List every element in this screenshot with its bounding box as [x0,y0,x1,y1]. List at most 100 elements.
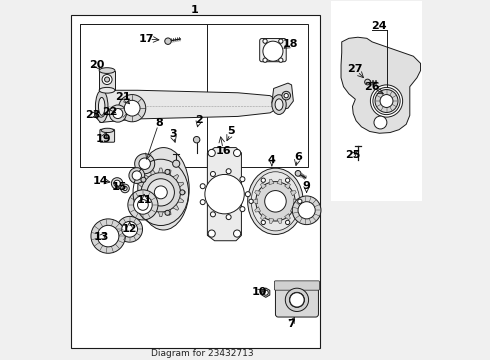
Circle shape [172,160,180,167]
Ellipse shape [96,90,108,122]
FancyBboxPatch shape [100,129,115,142]
Circle shape [138,199,148,210]
Bar [80,24,308,167]
Polygon shape [341,37,420,133]
Circle shape [139,158,150,170]
Polygon shape [253,199,258,204]
Circle shape [98,110,104,117]
Text: 3: 3 [169,129,176,139]
Circle shape [279,39,283,43]
Ellipse shape [247,168,303,234]
Circle shape [114,180,121,186]
Polygon shape [285,183,291,189]
Circle shape [165,170,170,175]
Circle shape [91,219,125,253]
Text: 8: 8 [155,117,163,127]
Circle shape [286,178,290,183]
Circle shape [282,91,291,100]
Circle shape [119,95,146,122]
Circle shape [240,177,245,182]
Polygon shape [293,199,298,204]
Circle shape [109,105,126,122]
Circle shape [256,182,295,221]
Circle shape [135,154,155,174]
Polygon shape [158,212,163,217]
Ellipse shape [272,95,286,114]
Ellipse shape [98,98,105,115]
Polygon shape [277,218,282,224]
Circle shape [298,202,315,219]
Polygon shape [166,170,171,175]
Text: Diagram for 23432713: Diagram for 23432713 [151,349,253,358]
Text: 1: 1 [191,5,199,15]
Ellipse shape [99,68,115,73]
Polygon shape [178,198,184,203]
Circle shape [380,95,393,107]
Ellipse shape [251,172,300,231]
Circle shape [370,85,403,117]
Polygon shape [261,183,267,189]
Circle shape [249,199,253,203]
Text: 18: 18 [283,39,298,49]
Ellipse shape [290,292,304,307]
Circle shape [200,199,205,204]
Circle shape [165,38,171,44]
Circle shape [261,178,266,183]
Circle shape [290,293,304,307]
Polygon shape [143,175,148,180]
Polygon shape [291,207,296,212]
Text: 12: 12 [122,224,137,234]
Bar [71,15,320,348]
FancyBboxPatch shape [275,283,319,317]
Circle shape [141,173,180,212]
Circle shape [154,186,167,199]
Polygon shape [277,179,282,185]
Text: 13: 13 [94,232,109,242]
Circle shape [134,195,152,214]
Circle shape [293,196,321,225]
Text: 20: 20 [89,60,104,70]
Circle shape [205,175,245,214]
Circle shape [141,202,146,207]
Text: 23: 23 [85,110,100,120]
Polygon shape [207,148,242,241]
Circle shape [180,190,185,195]
Circle shape [279,58,283,62]
FancyBboxPatch shape [260,39,286,62]
Text: 5: 5 [227,126,235,136]
Polygon shape [136,190,141,195]
Circle shape [295,171,301,176]
Circle shape [263,290,269,295]
Ellipse shape [275,99,283,110]
Circle shape [226,169,231,174]
Circle shape [375,90,398,112]
Text: 26: 26 [365,82,380,93]
Circle shape [104,77,110,82]
Polygon shape [100,90,281,122]
Circle shape [194,136,200,143]
Text: 19: 19 [96,134,111,144]
Circle shape [98,225,119,247]
Text: 25: 25 [345,150,360,161]
Polygon shape [150,170,155,175]
Polygon shape [173,175,179,180]
Circle shape [122,221,138,237]
Bar [80,24,207,167]
Circle shape [210,171,216,176]
Bar [99,71,115,90]
Text: 16: 16 [216,146,231,156]
Text: 10: 10 [252,287,267,297]
Ellipse shape [101,128,114,132]
Text: 27: 27 [347,64,363,75]
Circle shape [373,87,400,114]
Circle shape [284,94,288,98]
Circle shape [147,179,174,206]
Text: 14: 14 [93,176,109,185]
Circle shape [200,184,205,189]
Circle shape [263,39,267,43]
Circle shape [132,171,142,180]
Polygon shape [180,190,185,195]
Circle shape [113,108,123,118]
Circle shape [261,220,266,225]
Circle shape [95,107,107,120]
